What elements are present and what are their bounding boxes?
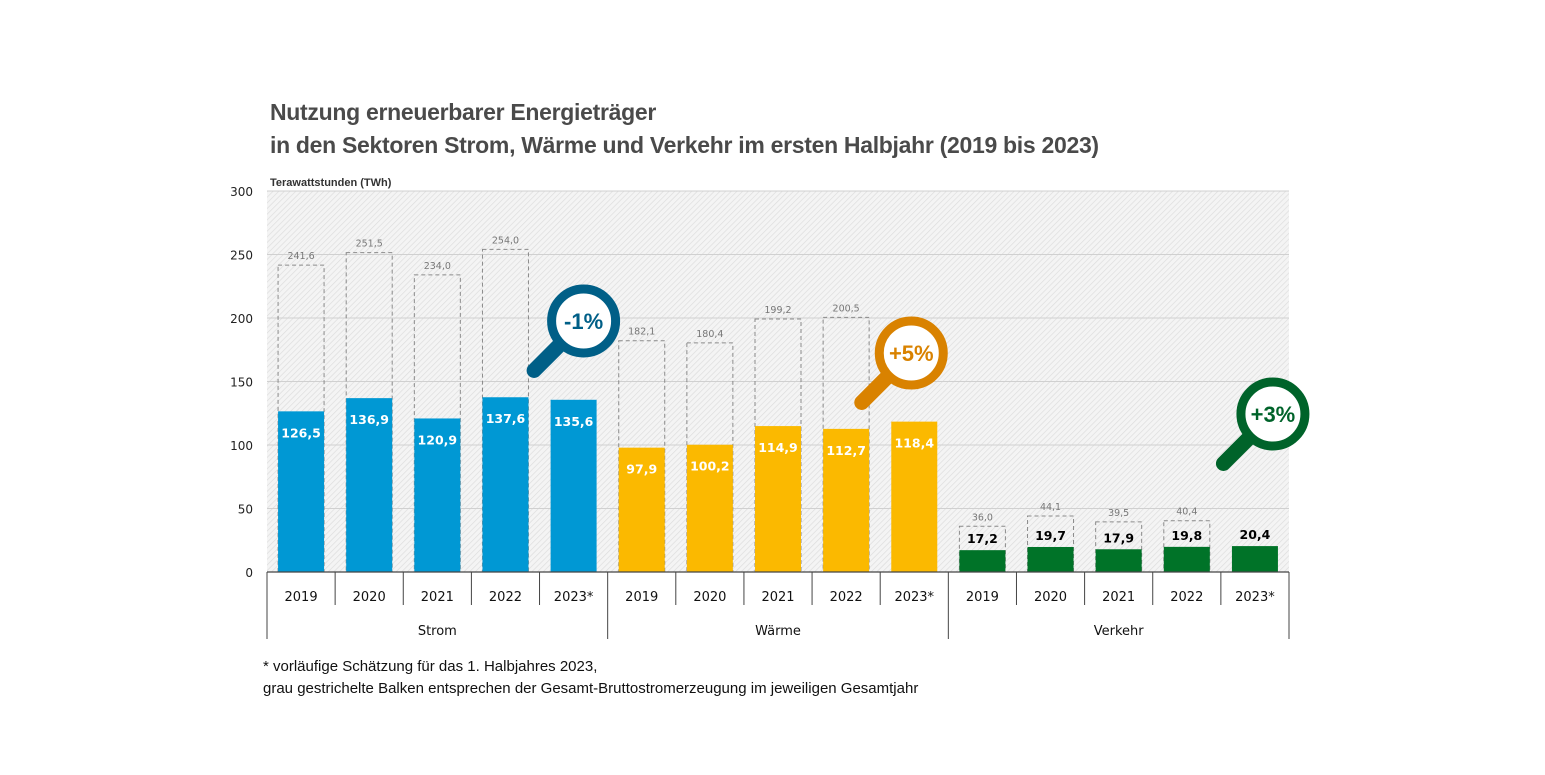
bar <box>755 426 801 572</box>
bar-value-label: 20,4 <box>1240 527 1271 542</box>
x-tick-label: 2023* <box>554 590 594 605</box>
y-tick-label: 250 <box>230 249 253 263</box>
magnifier-lens-icon <box>547 284 621 358</box>
x-tick-label: 2021 <box>1102 590 1135 605</box>
total-label: 180,4 <box>696 329 723 340</box>
bar-value-label: 137,6 <box>486 411 526 426</box>
y-tick-label: 300 <box>230 185 253 199</box>
bar <box>686 444 733 572</box>
x-tick-label: 2022 <box>830 590 863 605</box>
bar <box>414 418 461 572</box>
x-tick-label: 2019 <box>966 590 999 605</box>
y-axis-label: Terawattstunden (TWh) <box>270 177 392 189</box>
total-label: 40,4 <box>1176 507 1197 518</box>
x-tick-label: 2020 <box>353 590 386 605</box>
bar-value-label: 126,5 <box>281 425 321 440</box>
total-label: 234,0 <box>424 261 451 272</box>
y-tick-label: 0 <box>245 566 253 580</box>
bar-value-label: 136,9 <box>349 412 389 427</box>
y-tick-label: 200 <box>230 312 253 326</box>
bar <box>823 428 870 572</box>
x-tick-label: 2019 <box>285 590 318 605</box>
footnote: * vorläufige Schätzung für das 1. Halbja… <box>263 656 918 700</box>
bar-value-label: 17,9 <box>1103 530 1134 545</box>
bar-value-label: 19,8 <box>1171 528 1202 543</box>
x-tick-label: 2021 <box>421 590 454 605</box>
x-tick-label: 2023* <box>894 590 934 605</box>
bar <box>1163 546 1210 572</box>
x-tick-label: 2022 <box>489 590 522 605</box>
magnifier-handle-icon <box>854 370 894 410</box>
magnifier-lens-icon <box>874 316 948 390</box>
bar <box>482 397 529 572</box>
total-label: 182,1 <box>628 327 655 338</box>
bar-value-label: 19,7 <box>1035 528 1066 543</box>
magnifier-handle-icon <box>526 338 566 378</box>
total-label: 241,6 <box>287 251 314 262</box>
bar-value-label: 112,7 <box>826 443 866 458</box>
bar-value-label: 118,4 <box>894 436 934 451</box>
bar <box>891 421 938 572</box>
y-tick-label: 50 <box>238 503 253 517</box>
bar <box>959 550 1006 572</box>
bar <box>1231 546 1278 572</box>
total-label: 36,0 <box>972 512 993 523</box>
y-tick-label: 100 <box>230 439 253 453</box>
chart-title-block: Nutzung erneuerbarer Energieträger in de… <box>270 96 1099 162</box>
magnifier-handle-icon <box>1215 431 1255 471</box>
bar-value-label: 120,9 <box>418 432 458 447</box>
magnifier-badge: +5% <box>854 316 948 410</box>
bar-value-label: 97,9 <box>626 462 657 477</box>
group-label: Wärme <box>755 624 801 639</box>
total-label: 199,2 <box>764 305 791 316</box>
total-label: 44,1 <box>1040 502 1061 513</box>
value-bars: 126,5 136,9 120,9 137,6 135,6 97,9 100,2 114,9 1… <box>278 397 1278 572</box>
magnifier-lens-icon <box>1236 377 1310 451</box>
bar-value-label: 100,2 <box>690 459 730 474</box>
x-tick-label: 2023* <box>1235 590 1275 605</box>
x-tick-label: 2021 <box>761 590 794 605</box>
x-axis: 2019 2020 2021 2022 2023* Strom 2019 2020 2021 20… <box>266 571 1290 639</box>
bar <box>618 447 665 572</box>
bar <box>1095 549 1142 572</box>
x-tick-label: 2020 <box>693 590 726 605</box>
change-label: +3% <box>1251 402 1296 427</box>
bar <box>550 399 597 572</box>
total-label: 200,5 <box>833 303 860 314</box>
y-axis: Terawattstunden (TWh) 0 50 100 150 200 250 300 <box>230 177 392 580</box>
bar-value-label: 114,9 <box>758 440 798 455</box>
bar <box>278 411 325 572</box>
total-label: 39,5 <box>1108 508 1129 519</box>
change-badges: -1% +5% +3% <box>526 284 1310 471</box>
group-label: Strom <box>418 624 457 639</box>
group-label: Verkehr <box>1094 624 1145 639</box>
bar <box>1027 546 1074 572</box>
magnifier-badge: -1% <box>526 284 621 378</box>
bar-value-label: 135,6 <box>554 414 594 429</box>
total-bar <box>1027 515 1075 573</box>
total-label: 251,5 <box>356 239 383 250</box>
chart-subtitle: in den Sektoren Strom, Wärme und Verkehr… <box>270 132 1099 158</box>
chart-title: Nutzung erneuerbarer Energieträger <box>270 99 657 125</box>
y-tick-label: 150 <box>230 376 253 390</box>
x-tick-label: 2020 <box>1034 590 1067 605</box>
total-label: 254,0 <box>492 235 519 246</box>
bar-value-label: 17,2 <box>967 531 998 546</box>
magnifier-badge: +3% <box>1215 377 1310 471</box>
change-label: +5% <box>889 341 934 366</box>
x-tick-label: 2022 <box>1170 590 1203 605</box>
x-tick-label: 2019 <box>625 590 658 605</box>
footnote-line-2: grau gestrichelte Balken entsprechen der… <box>263 680 919 697</box>
footnote-line-1: * vorläufige Schätzung für das 1. Halbja… <box>263 658 598 675</box>
bar <box>346 398 393 572</box>
change-label: -1% <box>564 309 603 334</box>
